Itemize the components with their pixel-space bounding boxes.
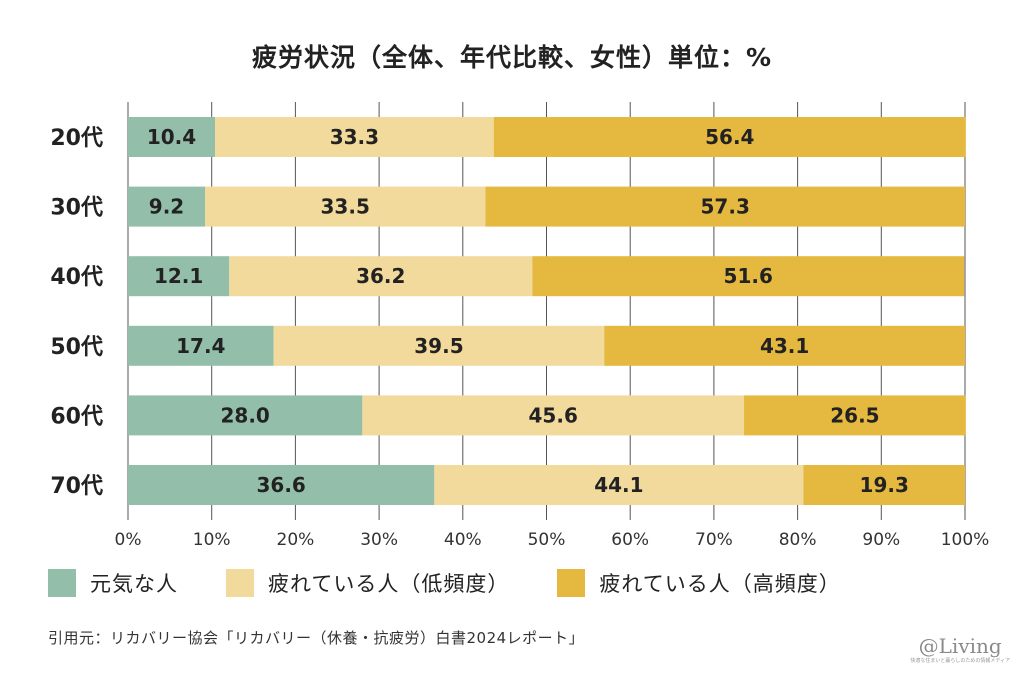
data-label: 19.3 [860, 473, 909, 497]
data-label: 33.5 [321, 195, 370, 219]
bar-segment [532, 256, 965, 297]
bar-segment [744, 395, 966, 436]
data-label: 36.6 [256, 473, 305, 497]
legend-item-high-frequency: 疲れている人（高頻度） [557, 568, 840, 598]
bar-segment [485, 186, 965, 227]
stacked-bar-chart: 0% 10% 20% 30% 40% 50% 60% 70% 80% 90% 100% 20代 10.4… [50, 102, 990, 550]
source-citation: 引用元：リカバリー協会「リカバリー（休養・抗疲労）白書2024レポート」 [48, 629, 585, 647]
x-tick-label: 40% [444, 530, 482, 550]
data-label: 9.2 [149, 195, 184, 219]
data-label: 57.3 [701, 195, 750, 219]
bar-segment [273, 325, 605, 366]
data-label: 17.4 [176, 334, 225, 358]
x-tick-label: 10% [193, 530, 231, 550]
legend-swatch-high-frequency [557, 569, 586, 597]
x-tick-label: 100% [941, 530, 990, 550]
x-tick-label: 0% [115, 530, 142, 550]
data-label: 36.2 [356, 264, 405, 288]
x-tick-label: 30% [360, 530, 398, 550]
legend-swatch-low-frequency [226, 569, 254, 597]
legend: 元気な人 疲れている人（低頻度） 疲れている人（高頻度） [48, 568, 889, 598]
legend-label-high-frequency: 疲れている人（高頻度） [599, 572, 841, 596]
bar-segment [215, 117, 494, 157]
category-label: 20代 [50, 126, 103, 151]
data-label: 44.1 [594, 473, 643, 497]
brand-tagline: 快適な住まいと暮らしのための情報メディア [910, 658, 1010, 664]
bar-segment [604, 325, 965, 366]
data-label: 33.3 [330, 125, 379, 149]
bar-segment [803, 465, 965, 505]
bar-segment [493, 117, 966, 157]
category-label: 40代 [50, 265, 103, 290]
x-tick-label: 20% [277, 530, 315, 550]
data-label: 12.1 [154, 264, 203, 288]
bar-segment [205, 186, 486, 227]
category-label: 30代 [50, 196, 103, 221]
bar-segment [128, 186, 206, 227]
chart-title: 疲労状況（全体、年代比較、女性）単位：% [251, 43, 773, 72]
bar-segment [362, 395, 745, 436]
category-label: 70代 [50, 474, 103, 499]
x-tick-label: 70% [695, 530, 733, 550]
data-label: 39.5 [414, 334, 463, 358]
brand-logo: @Living 快適な住まいと暮らしのための情報メディア [910, 636, 1010, 664]
category-label: 60代 [50, 404, 103, 429]
data-label: 28.0 [221, 403, 270, 427]
bar-segment [128, 325, 274, 366]
legend-label-low-frequency: 疲れている人（低頻度） [268, 572, 510, 596]
bar-segment [128, 465, 435, 505]
category-label: 50代 [50, 335, 103, 360]
data-label: 43.1 [760, 334, 809, 358]
legend-item-genki: 元気な人 [48, 568, 178, 598]
data-label: 45.6 [529, 403, 578, 427]
legend-item-low-frequency: 疲れている人（低頻度） [226, 568, 509, 598]
data-label: 26.5 [830, 403, 879, 427]
brand-name: @Living [918, 634, 1002, 658]
x-tick-label: 90% [862, 530, 900, 550]
bar-segment [128, 117, 216, 157]
bar-segment [128, 395, 363, 436]
data-label: 10.4 [147, 125, 196, 149]
bar-segment [128, 256, 230, 297]
x-tick-label: 80% [779, 530, 817, 550]
x-tick-label: 50% [528, 530, 566, 550]
legend-label-genki: 元気な人 [90, 572, 178, 596]
bar-segment [434, 465, 804, 505]
data-label: 56.4 [705, 125, 754, 149]
bar-segment [229, 256, 533, 297]
data-label: 51.6 [724, 264, 773, 288]
legend-swatch-genki [48, 569, 76, 597]
x-tick-label: 60% [611, 530, 649, 550]
